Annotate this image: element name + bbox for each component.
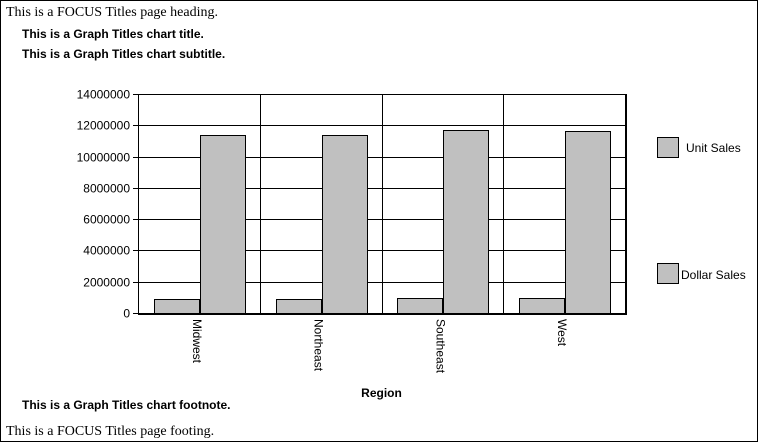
y-tick-label: 4000000 bbox=[83, 244, 130, 258]
x-tick-label: West bbox=[555, 319, 569, 347]
bar-unit-sales-northeast bbox=[276, 299, 322, 314]
y-tick-label: 2000000 bbox=[83, 276, 130, 290]
chart-footnote: This is a Graph Titles chart footnote. bbox=[22, 398, 231, 412]
chart-title: This is a Graph Titles chart title. bbox=[22, 27, 204, 41]
axes bbox=[133, 94, 627, 315]
legend-label-dollar-sales: Dollar Sales bbox=[681, 268, 746, 282]
legend-swatch-unit-sales bbox=[657, 137, 679, 158]
bar-unit-sales-west bbox=[519, 298, 565, 314]
legend-label-unit-sales: Unit Sales bbox=[686, 141, 741, 155]
legend: Unit Sales Dollar Sales bbox=[657, 137, 746, 284]
x-tick-label: Southeast bbox=[433, 319, 447, 374]
y-tick-label: 10000000 bbox=[77, 151, 131, 165]
y-tick-label: 8000000 bbox=[83, 182, 130, 196]
y-tick-label: 12000000 bbox=[77, 119, 131, 133]
bar-dollar-sales-southeast bbox=[443, 130, 489, 314]
page-heading: This is a FOCUS Titles page heading. bbox=[6, 5, 218, 20]
bar-dollar-sales-northeast bbox=[322, 135, 368, 314]
chart-subtitle: This is a Graph Titles chart subtitle. bbox=[22, 47, 226, 61]
bar-unit-sales-midwest bbox=[154, 299, 200, 314]
legend-swatch-dollar-sales bbox=[657, 263, 679, 284]
y-tick-label: 14000000 bbox=[77, 88, 131, 102]
bars bbox=[154, 130, 611, 314]
y-tick-label: 6000000 bbox=[83, 213, 130, 227]
y-tick-label: 0 bbox=[123, 307, 130, 321]
page-footing: This is a FOCUS Titles page footing. bbox=[6, 424, 215, 439]
x-tick-label: Midwest bbox=[190, 319, 204, 364]
x-tick-labels: Midwest Northeast Southeast West bbox=[190, 319, 569, 374]
bar-dollar-sales-west bbox=[565, 131, 611, 314]
y-tick-labels: 0 2000000 4000000 6000000 8000000 10000000 120… bbox=[77, 88, 131, 321]
x-axis-title: Region bbox=[361, 386, 402, 400]
bar-dollar-sales-midwest bbox=[200, 135, 246, 314]
bar-unit-sales-southeast bbox=[397, 298, 443, 314]
x-tick-label: Northeast bbox=[312, 319, 326, 372]
